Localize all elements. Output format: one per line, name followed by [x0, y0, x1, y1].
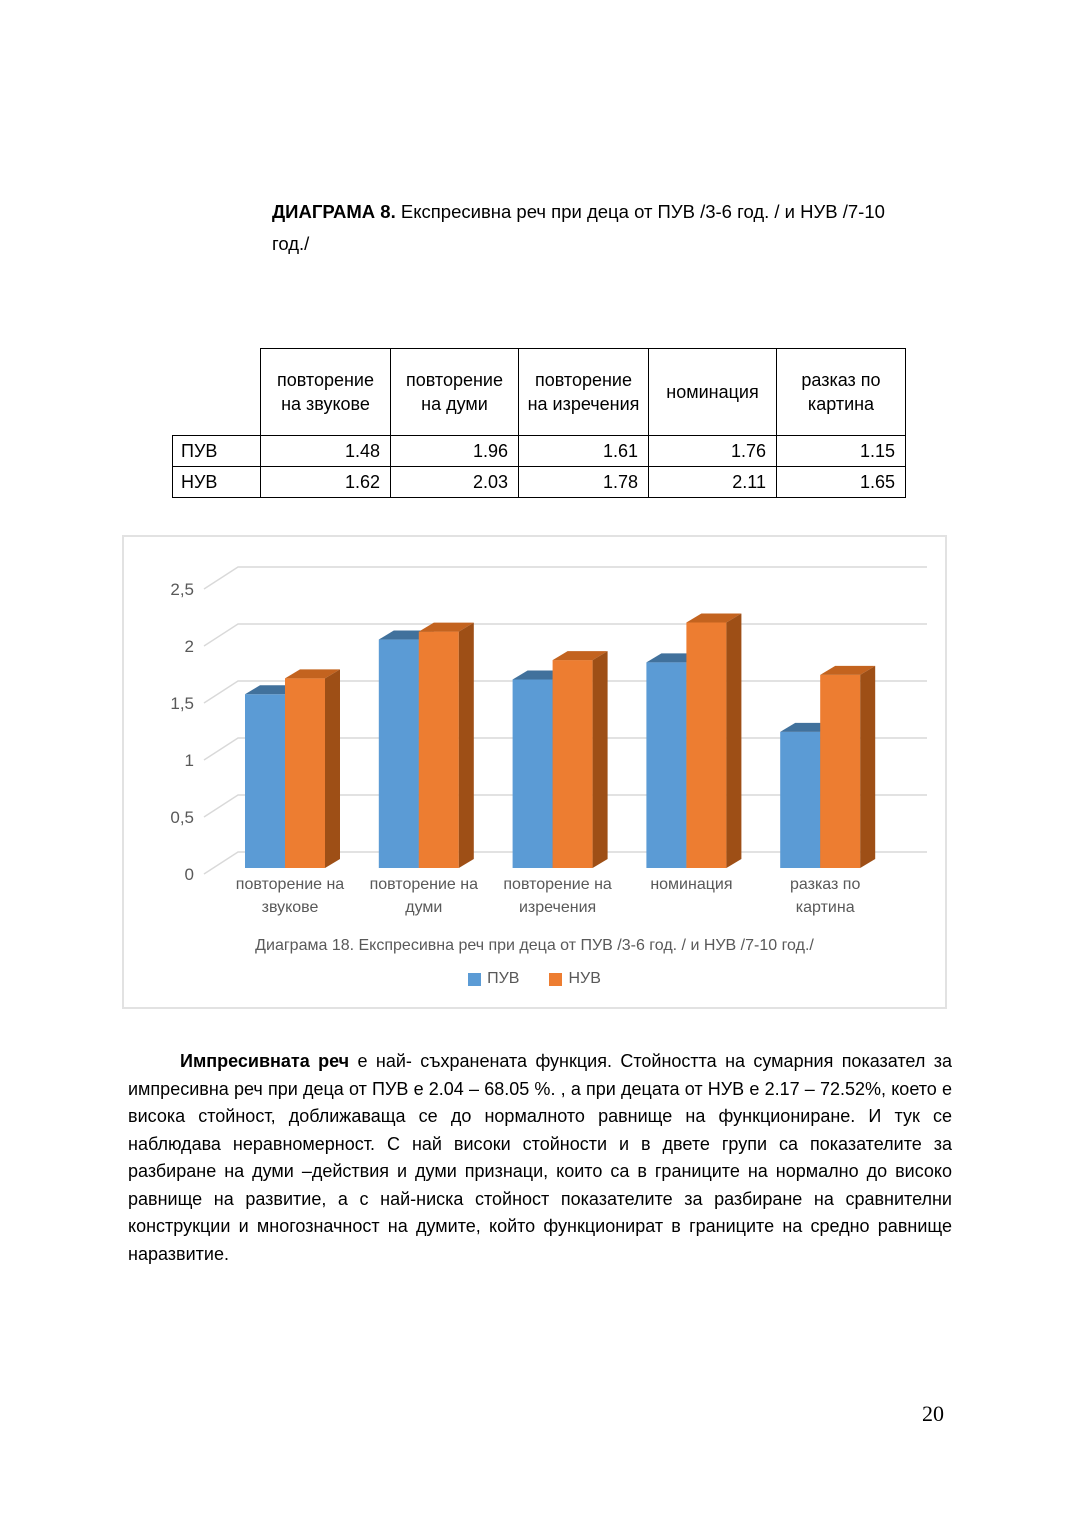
chart-bar-top-face — [686, 613, 742, 623]
legend-label: НУВ — [568, 970, 601, 987]
bar-chart: 0 0,5 1 1,5 2 2,5 повторение на звукове повторен… — [122, 535, 947, 1009]
chart-caption: Диаграма 18. Експресивна реч при деца от… — [255, 937, 814, 954]
chart-bar — [245, 694, 285, 868]
gridline — [203, 623, 927, 647]
table-row: НУВ 1.62 2.03 1.78 2.11 1.65 — [172, 466, 906, 498]
y-axis-tick-label: 2 — [185, 637, 194, 656]
legend-item: НУВ — [549, 970, 601, 988]
table-cell-value: 1.62 — [260, 466, 391, 498]
chart-bar-side-face — [592, 651, 608, 868]
x-axis-category-label: картина — [796, 899, 855, 916]
table-cell-value: 1.96 — [390, 435, 519, 467]
table-cell-value: 1.48 — [260, 435, 391, 467]
y-axis-tick-label: 0,5 — [170, 808, 194, 827]
chart-bar — [285, 678, 325, 868]
table-cell-value: 2.11 — [648, 466, 777, 498]
legend-item: ПУВ — [468, 970, 519, 988]
results-table-header: повторение на звукове повторение на думи п… — [173, 348, 906, 436]
table-column-header: повторение на звукове — [260, 348, 391, 436]
diagram-title: ДИАГРАМА 8. Експресивна реч при деца от … — [272, 196, 922, 260]
chart-bar-top-face — [820, 665, 876, 675]
chart-bar — [552, 660, 593, 868]
chart-bar-side-face — [726, 613, 742, 868]
table-row-label: ПУВ — [172, 435, 261, 467]
results-table: повторение на звукове повторение на думи п… — [172, 348, 906, 498]
table-column-header: номинация — [648, 348, 777, 436]
paragraph-text: е най- съхранената функция. Стойността н… — [128, 1051, 952, 1264]
table-corner-cell — [173, 349, 261, 436]
diagram-title-text: Експресивна реч при деца от ПУВ /3-6 год… — [272, 201, 885, 254]
legend-label: ПУВ — [487, 970, 520, 987]
legend-swatch — [468, 972, 482, 986]
chart-bar-top-face — [285, 669, 340, 679]
chart-bar — [646, 662, 687, 868]
table-cell-value: 2.03 — [390, 466, 519, 498]
page-number: 20 — [922, 1401, 944, 1426]
chart-bar-top-face — [552, 651, 608, 661]
y-axis-tick-label: 1,5 — [170, 694, 194, 713]
x-axis-category-label: думи — [405, 899, 442, 916]
results-table-body: ПУВ 1.48 1.96 1.61 1.76 1.15 НУВ 1.62 2.03 1.78 2.… — [172, 435, 906, 498]
x-axis-category-label: разказ по — [790, 876, 860, 893]
body-paragraph: Импресивната реч е най- съхранената функ… — [128, 1048, 952, 1268]
chart-legend: ПУВ НУВ — [124, 970, 945, 988]
table-row-label: НУВ — [172, 466, 261, 498]
table-cell-value: 1.61 — [518, 435, 649, 467]
y-axis-tick-label: 0 — [185, 865, 194, 884]
x-axis-category-label: повторение на — [370, 876, 479, 893]
chart-bar-side-face — [860, 665, 876, 868]
table-cell-value: 1.65 — [776, 466, 906, 498]
y-axis-tick-label: 1 — [185, 751, 194, 770]
x-axis-category-label: звукове — [262, 899, 319, 916]
table-column-header: повторение на думи — [390, 348, 519, 436]
chart-bar — [820, 674, 861, 868]
chart-bar-side-face — [325, 669, 340, 868]
bar-chart-plot: 0 0,5 1 1,5 2 2,5 повторение на звукове повторен… — [170, 566, 927, 916]
x-axis-category-label: повторение на — [236, 876, 345, 893]
table-column-header: повторение на изречения — [518, 348, 649, 436]
x-axis-category-label: номинация — [650, 876, 732, 893]
chart-bar-side-face — [458, 622, 474, 868]
table-cell-value: 1.76 — [648, 435, 777, 467]
chart-bar — [686, 622, 727, 868]
table-column-header: разказ по картина — [776, 348, 906, 436]
chart-bar — [780, 731, 821, 868]
chart-bar — [512, 679, 553, 868]
chart-bar — [378, 639, 419, 868]
table-row: ПУВ 1.48 1.96 1.61 1.76 1.15 — [172, 435, 906, 467]
gridline — [203, 566, 927, 590]
paragraph-lead: Импресивната реч — [180, 1051, 350, 1071]
x-axis-category-label: повторение на — [503, 876, 612, 893]
y-axis-tick-label: 2,5 — [170, 580, 194, 599]
chart-bar-top-face — [418, 622, 474, 632]
table-cell-value: 1.15 — [776, 435, 906, 467]
legend-swatch — [549, 972, 563, 986]
table-cell-value: 1.78 — [518, 466, 649, 498]
x-axis-category-label: изречения — [519, 899, 596, 916]
chart-bar — [418, 631, 459, 868]
diagram-title-label: ДИАГРАМА 8. — [272, 201, 396, 222]
